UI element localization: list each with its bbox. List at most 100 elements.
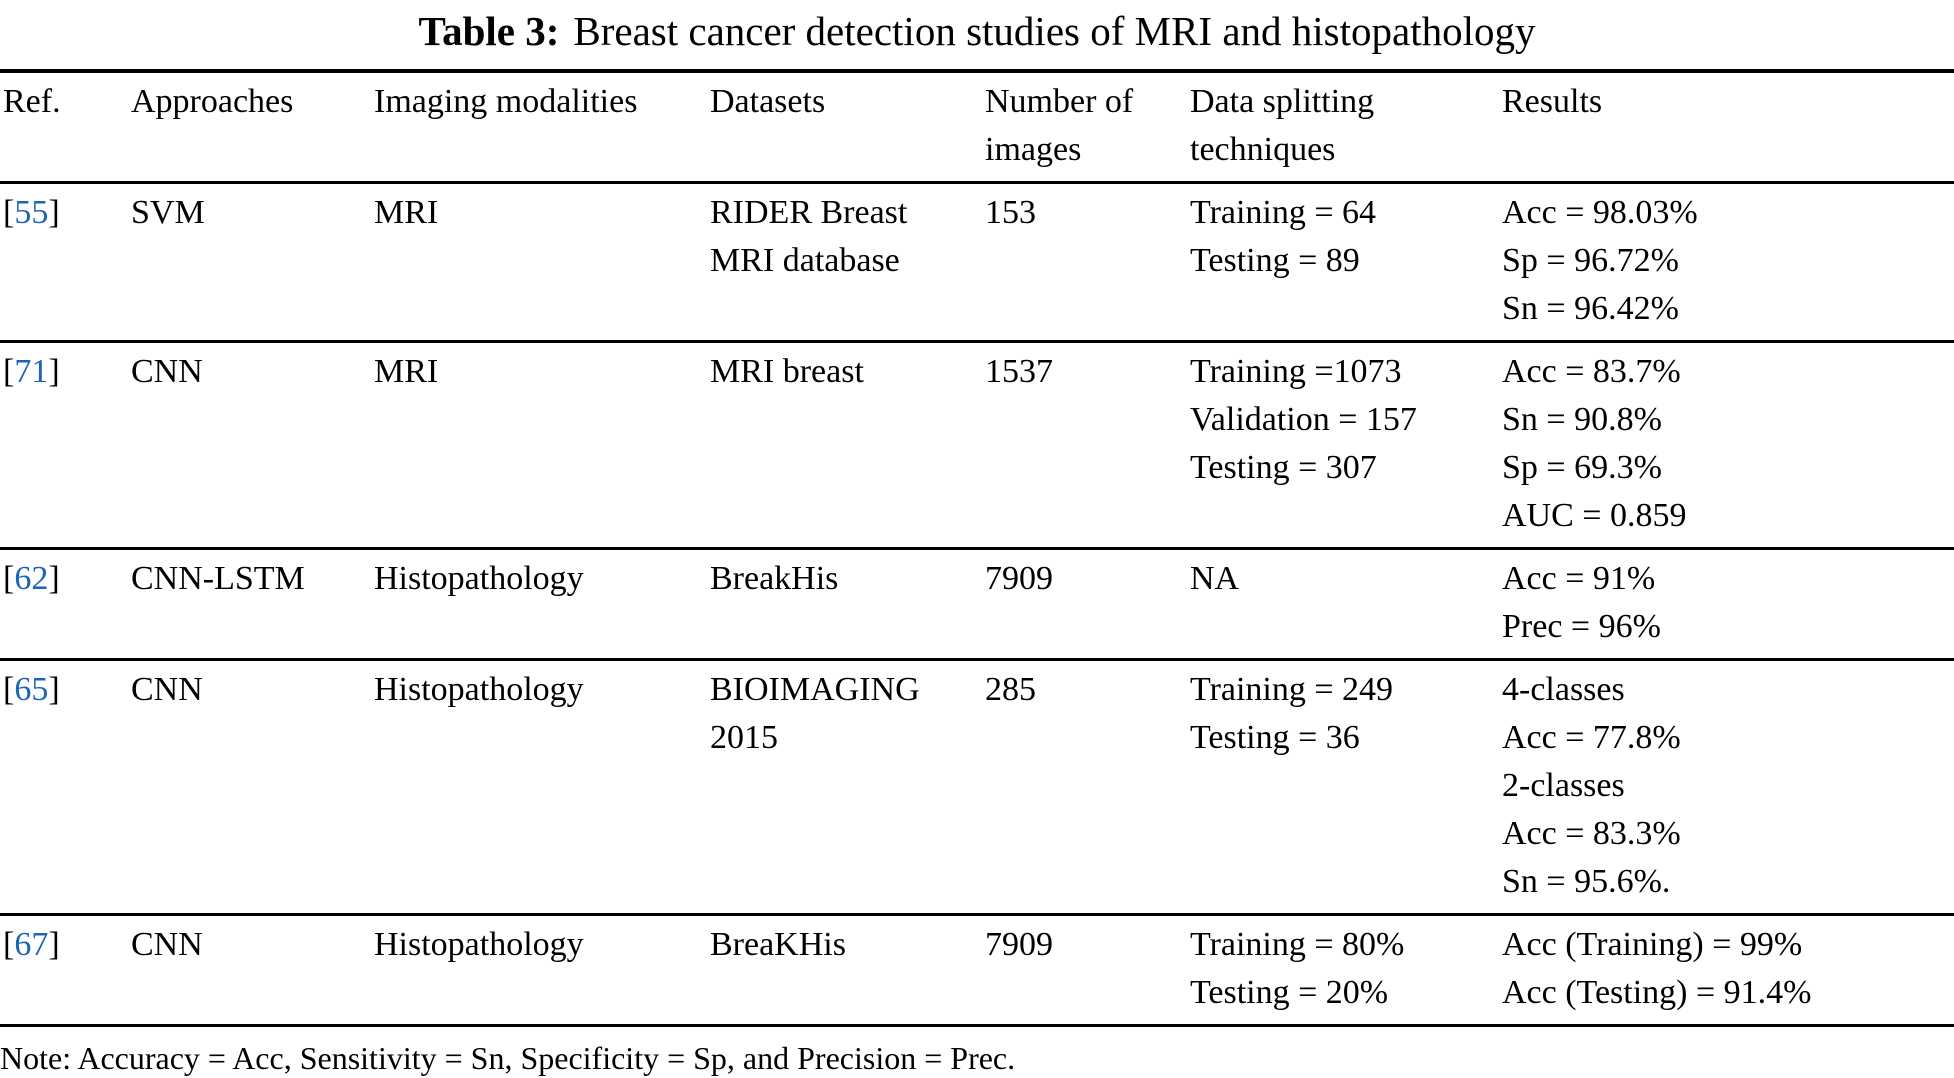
approach-cell: SVM [131,183,374,342]
results-cell-line: Sn = 95.6%. [1502,863,1671,900]
citation-number: 55 [14,194,49,231]
column-header-ref-line: Ref. [3,83,61,120]
citation-link[interactable]: [65] [3,671,60,708]
citation-bracket-open: [ [3,194,15,231]
splitting-cell-line: Training = 64 [1190,194,1377,231]
column-header-results: Results [1502,71,1954,183]
results-cell: Acc (Training) = 99% Acc (Testing) = 91.4… [1502,915,1954,1026]
num-images-cell-line: 1537 [985,353,1053,390]
table-header-row: Ref. Approaches Imaging modalities Datasets… [0,71,1954,183]
citation-link[interactable]: [62] [3,560,60,597]
column-header-results-line: Results [1502,83,1603,120]
approach-cell-line: CNN [131,353,203,390]
citation-bracket-close: ] [48,560,60,597]
results-cell-line: Acc = 98.03% [1502,194,1698,231]
table-caption-text: Breast cancer detection studies of MRI a… [573,8,1536,54]
modality-cell: MRI [374,183,710,342]
dataset-cell: BreakHis [710,549,985,660]
splitting-cell: Training = 64 Testing = 89 [1190,183,1502,342]
column-header-approaches-line: Approaches [131,83,294,120]
column-header-num-images-line: Number of [985,83,1134,120]
column-header-modalities-line: Imaging modalities [374,83,638,120]
splitting-cell-line: Validation = 157 [1190,401,1417,438]
column-header-ref: Ref. [0,71,131,183]
results-cell-line: Sn = 90.8% [1502,401,1662,438]
citation-bracket-open: [ [3,671,15,708]
ref-cell: [62] [0,549,131,660]
dataset-cell-line: BreakHis [710,560,839,597]
results-cell-line: AUC = 0.859 [1502,497,1687,534]
citation-number: 71 [14,353,49,390]
splitting-cell-line: Testing = 307 [1190,449,1377,486]
dataset-cell: MRI breast [710,342,985,549]
column-header-approaches: Approaches [131,71,374,183]
splitting-cell-line: Training = 80% [1190,926,1405,963]
approach-cell-line: CNN [131,671,203,708]
approach-cell: CNN-LSTM [131,549,374,660]
citation-bracket-open: [ [3,560,15,597]
approach-cell-line: SVM [131,194,205,231]
approach-cell: CNN [131,660,374,915]
ref-cell: [55] [0,183,131,342]
results-cell-line: Acc (Testing) = 91.4% [1502,974,1812,1011]
num-images-cell: 1537 [985,342,1190,549]
modality-cell: Histopathology [374,660,710,915]
results-cell-line: Acc = 77.8% [1502,719,1681,756]
results-cell-line: 4-classes [1502,671,1625,708]
num-images-cell-line: 153 [985,194,1036,231]
studies-table: Ref. Approaches Imaging modalities Datasets… [0,69,1954,1027]
results-cell: Acc = 83.7% Sn = 90.8% Sp = 69.3% AUC = 0.8… [1502,342,1954,549]
num-images-cell: 7909 [985,549,1190,660]
splitting-cell-line: Testing = 20% [1190,974,1389,1011]
citation-bracket-close: ] [48,194,60,231]
table-caption: Table 3: Breast cancer detection studies … [0,0,1954,57]
ref-cell: [65] [0,660,131,915]
modality-cell: MRI [374,342,710,549]
dataset-cell-line: MRI breast [710,353,864,390]
results-cell-line: Acc = 83.7% [1502,353,1681,390]
num-images-cell: 153 [985,183,1190,342]
dataset-cell-line: BreaKHis [710,926,846,963]
splitting-cell: Training = 80% Testing = 20% [1190,915,1502,1026]
results-cell-line: Acc = 83.3% [1502,815,1681,852]
results-cell-line: Acc = 91% [1502,560,1656,597]
citation-link[interactable]: [55] [3,194,60,231]
citation-link[interactable]: [71] [3,353,60,390]
results-cell-line: Sp = 69.3% [1502,449,1662,486]
splitting-cell: NA [1190,549,1502,660]
table-note: Note: Accuracy = Acc, Sensitivity = Sn, … [0,1040,1016,1076]
modality-cell-line: MRI [374,194,439,231]
results-cell-line: Sn = 96.42% [1502,290,1679,327]
dataset-cell-line: 2015 [710,719,778,756]
table-caption-label: Table 3: [418,8,560,54]
modality-cell-line: Histopathology [374,671,584,708]
splitting-cell-line: Testing = 89 [1190,242,1360,279]
modality-cell-line: Histopathology [374,560,584,597]
citation-link[interactable]: [67] [3,926,60,963]
num-images-cell: 7909 [985,915,1190,1026]
column-header-datasets-line: Datasets [710,83,826,120]
column-header-modalities: Imaging modalities [374,71,710,183]
dataset-cell-line: RIDER Breast [710,194,908,231]
citation-number: 65 [14,671,49,708]
dataset-cell-line: BIOIMAGING [710,671,920,708]
table-row: [71] CNN MRI MRI breast 1537 Training =1073 Va… [0,342,1954,549]
modality-cell-line: MRI [374,353,439,390]
splitting-cell-line: NA [1190,560,1240,597]
table-row: [67] CNN Histopathology BreaKHis 7909 Trainin… [0,915,1954,1026]
table-row: [55] SVM MRI RIDER Breast MRI database 153 Tra… [0,183,1954,342]
table-body: [55] SVM MRI RIDER Breast MRI database 153 Tra… [0,183,1954,1026]
splitting-cell-line: Testing = 36 [1190,719,1360,756]
modality-cell: Histopathology [374,549,710,660]
dataset-cell: BreaKHis [710,915,985,1026]
dataset-cell: RIDER Breast MRI database [710,183,985,342]
results-cell: Acc = 91% Prec = 96% [1502,549,1954,660]
ref-cell: [67] [0,915,131,1026]
approach-cell: CNN [131,915,374,1026]
results-cell: 4-classes Acc = 77.8% 2-classes Acc = 83.3%… [1502,660,1954,915]
splitting-cell: Training =1073 Validation = 157 Testing = … [1190,342,1502,549]
splitting-cell: Training = 249 Testing = 36 [1190,660,1502,915]
dataset-cell: BIOIMAGING 2015 [710,660,985,915]
approach-cell-line: CNN-LSTM [131,560,305,597]
